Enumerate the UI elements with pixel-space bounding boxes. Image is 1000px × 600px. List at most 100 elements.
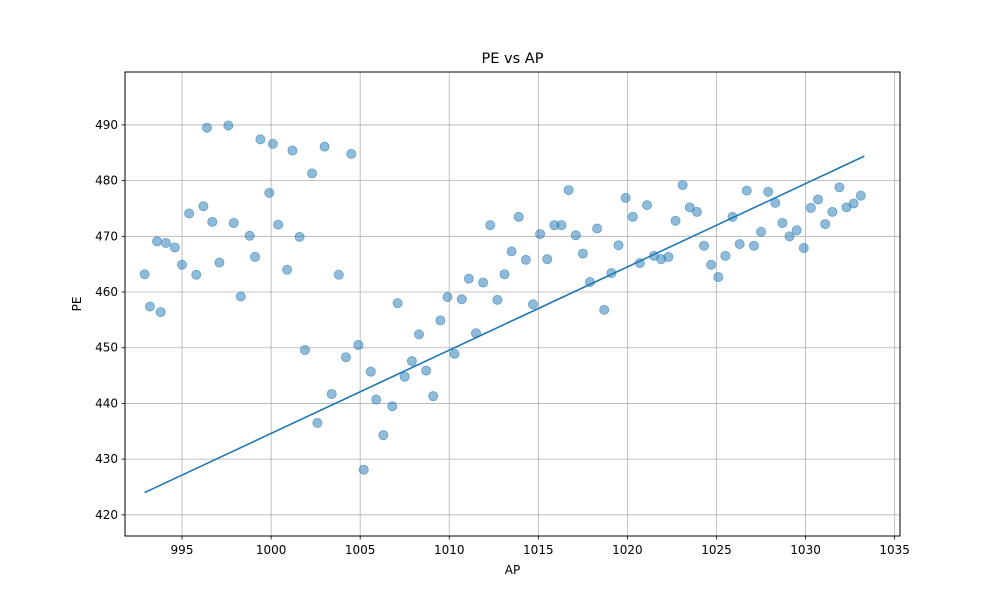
scatter-point	[413, 329, 424, 340]
scatter-point	[613, 240, 624, 251]
scatter-point	[748, 240, 759, 251]
scatter-point	[570, 230, 581, 241]
scatter-point	[827, 206, 838, 217]
scatter-point	[499, 269, 510, 280]
scatter-point	[506, 246, 517, 257]
scatter-point	[527, 299, 538, 310]
scatter-point	[421, 365, 432, 376]
scatter-point	[214, 257, 225, 268]
scatter-point	[556, 220, 567, 231]
y-axis-ticks: 420 430 440 450 460 470 480 490	[95, 118, 125, 522]
scatter-point	[169, 242, 180, 253]
scatter-point	[201, 122, 212, 133]
scatter-point	[358, 464, 369, 475]
scatter-point	[513, 211, 524, 222]
x-tick-label: 1035	[879, 543, 910, 557]
x-axis-label: AP	[505, 563, 520, 577]
scatter-point	[371, 394, 382, 405]
x-tick-label: 1000	[256, 543, 287, 557]
scatter-point	[282, 264, 293, 275]
y-tick-label: 430	[95, 452, 118, 466]
scatter-point	[855, 190, 866, 201]
regression-line	[144, 155, 865, 494]
scatter-point	[399, 371, 410, 382]
scatter-point	[592, 223, 603, 234]
x-tick-label: 1020	[612, 543, 643, 557]
scatter-point	[299, 344, 310, 355]
scatter-point	[691, 206, 702, 217]
scatter-point	[184, 208, 195, 219]
scatter-point	[713, 271, 724, 282]
scatter-point	[228, 217, 239, 228]
scatter-point	[428, 391, 439, 402]
scatter-point	[805, 202, 816, 213]
scatter-point	[177, 259, 188, 270]
scatter-point	[312, 417, 323, 428]
scatter-point	[144, 301, 155, 312]
scatter-point	[353, 339, 364, 350]
scatter-point	[463, 273, 474, 284]
scatter-point	[307, 168, 318, 179]
y-tick-label: 470	[95, 229, 118, 243]
scatter-point	[684, 202, 695, 213]
scatter-point	[340, 352, 351, 363]
x-tick-label: 1005	[345, 543, 376, 557]
scatter-point	[223, 120, 234, 131]
scatter-point	[365, 366, 376, 377]
scatter-point	[627, 211, 638, 222]
scatter-point	[287, 145, 298, 156]
scatter-point	[834, 182, 845, 193]
y-tick-label: 490	[95, 118, 118, 132]
scatter-point	[620, 192, 631, 203]
chart-title: PE vs AP	[482, 51, 544, 67]
scatter-point	[798, 243, 809, 254]
scatter-point	[435, 315, 446, 326]
scatter-point	[642, 200, 653, 211]
x-axis-ticks: 995 1000 1005 1010 1015 1020 1025 1030 1035	[171, 536, 910, 557]
scatter-point	[820, 219, 831, 230]
scatter-point	[207, 216, 218, 227]
grid-lines	[125, 72, 900, 536]
scatter-point	[326, 388, 337, 399]
scatter-point	[734, 239, 745, 250]
y-tick-label: 450	[95, 341, 118, 355]
scatter-point	[152, 236, 163, 247]
scatter-point	[378, 430, 389, 441]
scatter-point	[542, 254, 553, 265]
scatter-point	[449, 348, 460, 359]
scatter-point	[791, 225, 802, 236]
x-tick-label: 1010	[434, 543, 465, 557]
x-tick-label: 995	[171, 543, 194, 557]
scatter-point	[267, 138, 278, 149]
scatter-point	[706, 259, 717, 270]
scatter-point	[456, 294, 467, 305]
scatter-point	[273, 219, 284, 230]
scatter-point	[763, 186, 774, 197]
y-tick-label: 480	[95, 174, 118, 188]
scatter-point	[492, 294, 503, 305]
y-tick-label: 460	[95, 285, 118, 299]
x-tick-label: 1025	[701, 543, 732, 557]
scatter-point	[155, 307, 166, 318]
x-tick-label: 1030	[790, 543, 821, 557]
scatter-point	[784, 231, 795, 242]
scatter-point	[319, 141, 330, 152]
scatter-point	[255, 134, 266, 145]
scatter-point	[848, 198, 859, 209]
scatter-point	[264, 187, 275, 198]
scatter-point	[478, 277, 489, 288]
scatter-point	[294, 231, 305, 242]
scatter-point	[442, 292, 453, 303]
scatter-point	[670, 215, 681, 226]
scatter-point	[139, 269, 150, 280]
scatter-point	[392, 298, 403, 309]
scatter-point	[520, 254, 531, 265]
scatter-point	[535, 229, 546, 240]
scatter-point	[599, 304, 610, 315]
plot-frame	[124, 71, 901, 537]
y-tick-label: 440	[95, 396, 118, 410]
scatter-point	[244, 230, 255, 241]
scatter-point	[485, 220, 496, 231]
scatter-point	[663, 251, 674, 262]
